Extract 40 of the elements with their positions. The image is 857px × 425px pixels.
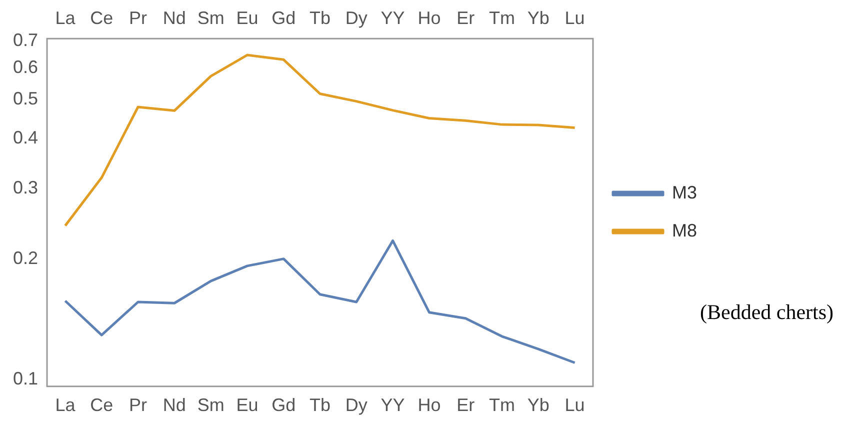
x-tick-label: Sm xyxy=(197,8,224,28)
x-tick-label: Tb xyxy=(310,8,331,28)
category-label: Gd xyxy=(272,395,296,416)
category-label: Tm xyxy=(489,395,515,416)
category-label: La xyxy=(55,395,76,416)
x-tick-label: Gd xyxy=(272,8,296,28)
x-tick-label: Nd xyxy=(162,8,186,28)
category-label: Yb xyxy=(527,395,550,416)
legend-label: M3 xyxy=(672,182,698,202)
y-tick-label: 0.7 xyxy=(12,30,38,50)
x-tick-label: Ho xyxy=(418,8,441,28)
text: (Bedded cherts) xyxy=(700,300,834,325)
y-tick-label: 0.6 xyxy=(12,56,38,77)
category-label: Ho xyxy=(418,395,441,416)
x-tick-label: Er xyxy=(456,8,475,28)
y-tick-label: 0.3 xyxy=(12,177,38,198)
x-tick-label: Pr xyxy=(129,8,148,28)
category-label: Eu xyxy=(236,395,258,416)
x-tick-label: Eu xyxy=(236,8,258,28)
y-tick-label: 0.1 xyxy=(12,368,38,388)
category-label: Ce xyxy=(90,395,114,416)
x-tick-label: Lu xyxy=(564,8,585,28)
category-label: Pr xyxy=(129,395,148,416)
y-tick-label: 0.5 xyxy=(12,88,38,109)
category-label: Tb xyxy=(310,395,331,416)
y-tick-label: 0.2 xyxy=(12,248,38,268)
x-tick-label: YY xyxy=(380,8,405,28)
category-label: Er xyxy=(456,395,475,416)
category-label: Lu xyxy=(564,395,585,416)
legend-label: M8 xyxy=(672,220,698,240)
x-tick-label: Ce xyxy=(90,8,114,28)
x-tick-label: Yb xyxy=(527,8,550,28)
category-label: Nd xyxy=(162,395,186,416)
y-tick-label: 0.4 xyxy=(12,127,38,148)
x-tick-label: Tm xyxy=(489,8,515,28)
x-tick-label: Dy xyxy=(345,8,368,28)
x-tick-label: La xyxy=(55,8,76,28)
category-label: YY xyxy=(380,395,405,416)
category-label: Sm xyxy=(197,395,224,416)
category-label: Dy xyxy=(345,395,368,416)
